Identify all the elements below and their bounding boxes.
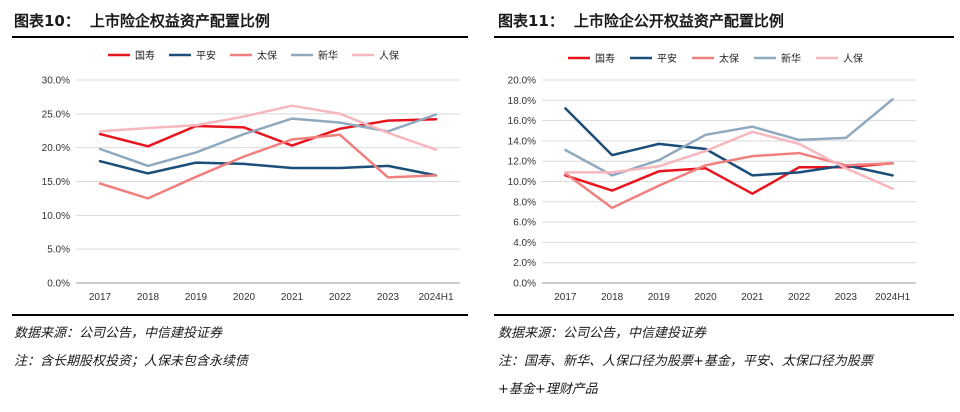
- x-tick-label: 2020: [695, 292, 718, 303]
- line-chart-equity-allocation: 0.0% 5.0% 10.0% 15.0% 20.0% 25.0% 30.0% 2017 201…: [42, 49, 460, 303]
- series-line-平安: [98, 159, 438, 177]
- legend-label: 新华: [781, 52, 801, 65]
- legend-label: 人保: [379, 49, 399, 62]
- y-tick-label: 0.0%: [513, 279, 536, 290]
- line-chart-public-equity-allocation: 0.0% 2.0% 4.0% 6.0% 8.0% 10.0% 12.0% 14.0% 16.0%…: [508, 52, 916, 303]
- y-tick-label: 12.0%: [508, 157, 536, 168]
- x-tick-label: 2024H1: [418, 292, 453, 303]
- source-note: 数据来源：公司公告，中信建投证券: [498, 326, 707, 341]
- y-tick-label: 16.0%: [508, 116, 536, 127]
- series-line-平安: [564, 107, 894, 177]
- legend-label: 平安: [196, 49, 216, 62]
- x-tick-label: 2023: [835, 292, 858, 303]
- x-tick-label: 2021: [281, 292, 304, 303]
- y-tick-label: 2.0%: [513, 258, 536, 269]
- y-tick-label: 10.0%: [508, 177, 536, 188]
- left-chart-panel: 图表10： 上市险企权益资产配置比例 0.0% 5.0% 10.0% 15.0% 20.0…: [0, 0, 470, 412]
- x-tick-label: 2018: [601, 292, 624, 303]
- legend-label: 人保: [843, 52, 863, 65]
- series-line-太保: [98, 133, 438, 200]
- y-tick-label: 14.0%: [508, 136, 536, 147]
- y-tick-label: 5.0%: [47, 245, 70, 256]
- series-line-新华: [564, 98, 894, 177]
- legend-label: 新华: [318, 49, 338, 62]
- y-tick-label: 15.0%: [42, 177, 70, 188]
- series-line-国寿: [98, 117, 438, 148]
- y-tick-label: 20.0%: [508, 76, 536, 87]
- x-tick-label: 2017: [554, 292, 577, 303]
- y-tick-label: 20.0%: [42, 143, 70, 154]
- series-line-人保: [564, 130, 894, 190]
- x-tick-label: 2023: [377, 292, 400, 303]
- x-tick-label: 2020: [233, 292, 256, 303]
- source-rule: [12, 314, 468, 316]
- source-rule: [494, 314, 954, 316]
- figure-number: 图表10：: [14, 12, 80, 30]
- y-tick-label: 18.0%: [508, 96, 536, 107]
- figure-number: 图表11：: [498, 12, 564, 30]
- chart-title: 图表11： 上市险企公开权益资产配置比例: [498, 10, 784, 31]
- y-tick-label: 25.0%: [42, 109, 70, 120]
- x-tick-label: 2017: [89, 292, 112, 303]
- y-tick-label: 10.0%: [42, 211, 70, 222]
- source-note: 数据来源：公司公告，中信建投证券: [14, 326, 223, 341]
- legend-label: 太保: [257, 49, 277, 62]
- title-rule: [494, 36, 954, 38]
- y-tick-label: 30.0%: [42, 76, 70, 87]
- y-tick-label: 4.0%: [513, 238, 536, 249]
- legend-label: 太保: [719, 52, 739, 65]
- x-tick-label: 2021: [741, 292, 764, 303]
- figure-title-text: 上市险企公开权益资产配置比例: [573, 12, 784, 30]
- y-tick-label: 0.0%: [47, 279, 70, 290]
- x-tick-label: 2022: [788, 292, 811, 303]
- series-line-人保: [98, 104, 438, 151]
- x-tick-label: 2022: [329, 292, 352, 303]
- legend-label: 国寿: [135, 49, 155, 62]
- x-tick-label: 2024H1: [875, 292, 910, 303]
- x-tick-label: 2019: [648, 292, 671, 303]
- y-tick-label: 8.0%: [513, 197, 536, 208]
- right-chart-panel: 图表11： 上市险企公开权益资产配置比例 0.0% 2.0% 4.0% 6.0% 8.0%…: [484, 0, 954, 412]
- legend-label: 国寿: [595, 52, 615, 65]
- chart-title: 图表10： 上市险企权益资产配置比例: [14, 10, 270, 31]
- legend-label: 平安: [657, 52, 677, 65]
- footnote-line-2: +基金+理财产品: [498, 382, 598, 397]
- figure-title-text: 上市险企权益资产配置比例: [89, 12, 270, 30]
- y-tick-label: 6.0%: [513, 218, 536, 229]
- x-tick-label: 2018: [137, 292, 160, 303]
- title-rule: [12, 36, 468, 38]
- footnote-line-1: 注：含长期股权投资；人保未包含永续债: [14, 354, 249, 369]
- footnote-line-1: 注：国寿、新华、人保口径为股票+基金，平安、太保口径为股票: [498, 354, 873, 369]
- x-tick-label: 2019: [185, 292, 208, 303]
